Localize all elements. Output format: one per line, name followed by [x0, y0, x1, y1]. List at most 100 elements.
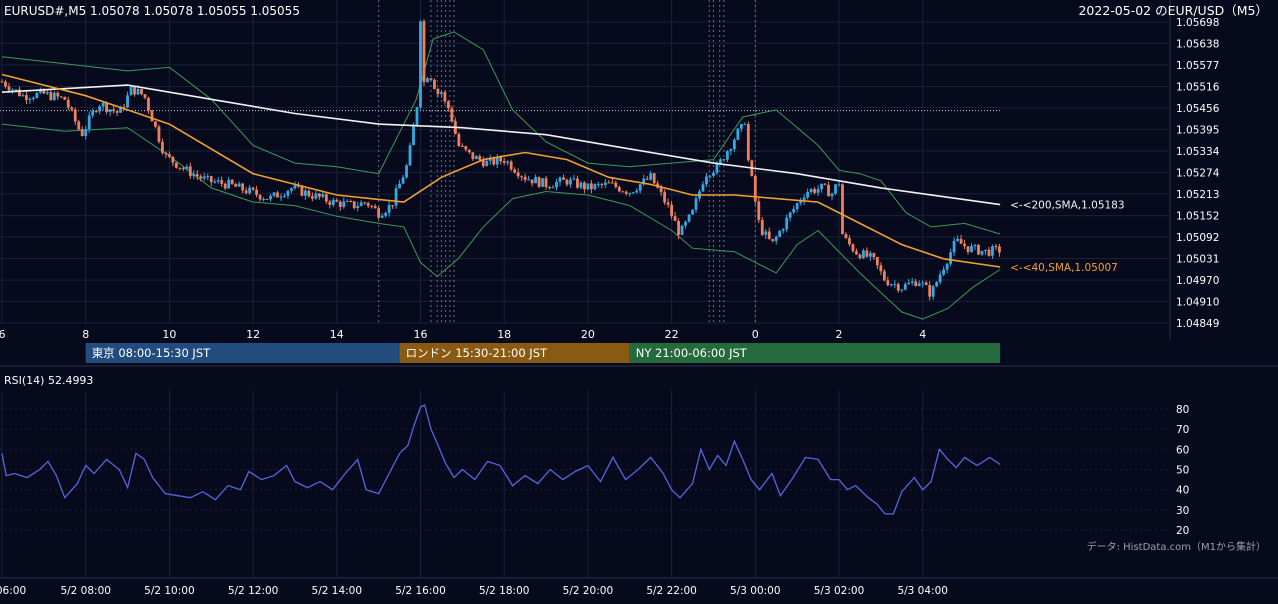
candle: [617, 185, 621, 193]
candle-body: [495, 157, 499, 165]
candle: [544, 175, 548, 190]
candle-body: [593, 184, 597, 190]
candle: [548, 186, 551, 190]
candle: [98, 104, 102, 115]
candle-body: [426, 78, 429, 83]
candle: [164, 151, 168, 159]
candle: [335, 198, 339, 203]
candle-body: [610, 182, 614, 184]
candle-body: [837, 184, 841, 186]
candle-body: [94, 111, 98, 113]
candle-body: [928, 285, 932, 297]
candle-body: [760, 220, 764, 235]
candle-body: [49, 92, 53, 100]
session-bar: [85, 343, 400, 363]
candle: [181, 166, 185, 172]
candle-body: [638, 184, 642, 191]
candle: [638, 183, 642, 194]
candle: [481, 156, 485, 168]
candle: [841, 183, 844, 235]
candle: [391, 205, 394, 209]
candle-body: [621, 191, 625, 193]
candle-body: [25, 95, 28, 100]
candle: [726, 149, 729, 163]
candle-body: [185, 166, 189, 169]
candle: [506, 160, 510, 166]
candle-body: [875, 257, 879, 266]
price-tick-label: 1.04910: [1176, 296, 1219, 308]
candle: [471, 152, 475, 161]
candle-body: [910, 281, 914, 283]
ma-annotations: <-<200,SMA,1.05183 <-<40,SMA,1.05007: [1010, 200, 1124, 274]
rsi-tick-label: 80: [1176, 404, 1189, 416]
candle: [279, 193, 283, 202]
candle: [433, 78, 436, 90]
candlesticks: [0, 19, 1001, 301]
candle-body: [258, 194, 262, 200]
candle-body: [970, 246, 973, 253]
candle: [865, 247, 869, 258]
candle-body: [527, 179, 531, 181]
symbol-ohlc: EURUSD#,M5 1.05078 1.05078 1.05055 1.050…: [4, 4, 300, 18]
candle: [610, 178, 614, 184]
candle: [631, 192, 635, 194]
candle: [603, 178, 607, 189]
candle: [314, 190, 318, 200]
candle: [722, 158, 726, 161]
candle-body: [746, 124, 750, 161]
candle-body: [771, 238, 775, 241]
candle: [168, 151, 171, 158]
candle-body: [119, 106, 122, 113]
candle-body: [471, 152, 475, 160]
candle-body: [712, 172, 715, 176]
candle-body: [63, 96, 67, 100]
candle: [436, 87, 440, 98]
price-tick-label: 1.05334: [1176, 146, 1220, 158]
candle: [945, 262, 949, 274]
candle: [694, 195, 698, 214]
rsi-tick-label: 70: [1176, 424, 1189, 436]
candle-body: [659, 187, 663, 193]
candle-body: [764, 231, 768, 235]
candle-body: [935, 282, 939, 287]
candle-body: [677, 220, 680, 235]
candle-body: [645, 178, 649, 180]
candle-body: [154, 121, 157, 127]
candle: [366, 201, 370, 208]
candle-body: [115, 111, 119, 113]
candle: [380, 213, 384, 219]
candle-body: [722, 159, 726, 161]
candle-body: [436, 88, 440, 95]
candle-body: [963, 243, 966, 247]
candle: [174, 162, 178, 169]
candle-body: [806, 191, 810, 198]
candle-body: [356, 205, 360, 208]
candle: [691, 209, 694, 215]
candle: [35, 91, 39, 99]
candle: [596, 181, 600, 188]
candle-body: [938, 274, 942, 283]
price-tick-label: 1.05092: [1176, 232, 1219, 244]
candle-body: [481, 159, 485, 167]
rsi-tick-label: 40: [1176, 485, 1189, 497]
candle-body: [223, 183, 227, 189]
candle-body: [701, 184, 705, 192]
candle: [4, 79, 7, 89]
candle: [520, 175, 524, 181]
candle: [642, 174, 646, 186]
candle-body: [624, 191, 628, 194]
candle: [551, 185, 555, 189]
candle-body: [213, 181, 217, 183]
candle-body: [161, 141, 164, 153]
rsi-time-axis: 06:00 5/2 08:00 5/2 10:00 5/2 12:00 5/2 14:0…: [0, 585, 948, 597]
candle: [262, 197, 265, 202]
candle: [21, 93, 25, 97]
candle-body: [265, 198, 269, 200]
candle: [680, 224, 684, 236]
candle-body: [541, 178, 544, 187]
candle-body: [31, 97, 35, 99]
candle-body: [70, 107, 74, 110]
candle-body: [994, 246, 998, 248]
candle-body: [956, 238, 959, 241]
candle-body: [628, 193, 632, 195]
